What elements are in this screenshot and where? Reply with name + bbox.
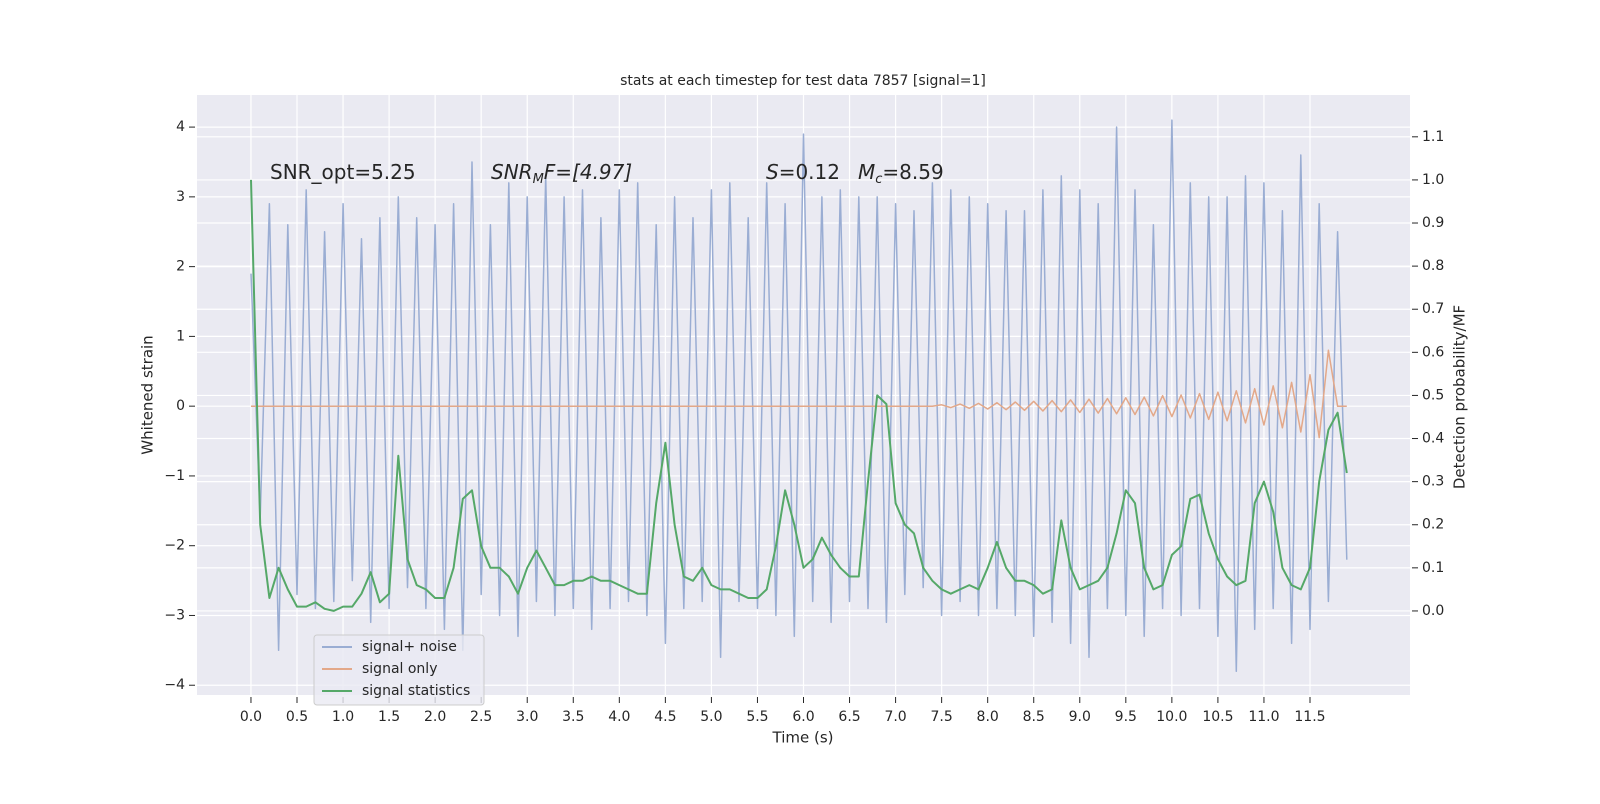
x-tick-label: 5.0: [700, 709, 722, 725]
annotation-text: =0.12: [779, 160, 840, 184]
x-tick-label: 0.0: [240, 709, 262, 725]
x-tick-label: 5.5: [746, 709, 768, 725]
y-tick-label: 2: [176, 259, 185, 275]
x-tick-label: 3.0: [516, 709, 538, 725]
annotation: SNR_opt=5.25: [270, 160, 416, 184]
y2-tick-label: 0.8: [1422, 258, 1444, 274]
y2-tick-label: 0.4: [1422, 431, 1444, 447]
x-tick-label: 11.5: [1294, 709, 1325, 725]
annotation-text: S: [766, 160, 779, 184]
legend: signal+ noise signal only signal statistic…: [313, 634, 485, 706]
annotation: S=0.12: [766, 160, 840, 184]
y2-tick-label: 1.1: [1422, 129, 1444, 145]
x-tick-label: 2.5: [470, 709, 492, 725]
legend-box: [313, 634, 485, 706]
annotation-text: F=[4.97]: [544, 160, 632, 184]
y2-tick-label: 1.0: [1422, 172, 1444, 188]
y2-tick-label: 0.7: [1422, 301, 1444, 317]
annotation: Mc=8.59: [858, 160, 944, 187]
x-tick-label: 10.0: [1156, 709, 1187, 725]
annotation: SNRMF=[4.97]: [491, 160, 632, 187]
series-group: [250, 119, 1348, 673]
chart-title: stats at each timestep for test data 785…: [620, 73, 986, 89]
y2-tick-label: 0.6: [1422, 344, 1444, 360]
y-tick-label: −1: [164, 468, 185, 484]
x-tick-label: 11.0: [1248, 709, 1279, 725]
y-tick-label: −4: [164, 677, 185, 693]
axes: 0.0 0.5 1.0 1.5 2.0 2.5 3.0 3.5 4.0 4.5 5.0 5.5 6.0 6…: [164, 119, 1444, 725]
legend-label: signal+ noise: [362, 639, 457, 655]
annotation-text: =8.59: [882, 160, 943, 184]
x-tick-label: 9.5: [1115, 709, 1137, 725]
y-axis-label: Whitened strain: [139, 335, 157, 454]
x-tick-label: 6.5: [838, 709, 860, 725]
x-tick-label: 8.0: [977, 709, 999, 725]
y-tick-label: 0: [176, 398, 185, 414]
series-line: [251, 349, 1347, 439]
x-tick-label: 1.5: [378, 709, 400, 725]
y-tick-label: 1: [176, 328, 185, 344]
x-tick-label: 7.0: [884, 709, 906, 725]
x-tick-label: 7.5: [931, 709, 953, 725]
y-tick-label: −3: [164, 607, 185, 623]
series-line: [250, 119, 1348, 673]
x-tick-label: 0.5: [286, 709, 308, 725]
legend-label: signal only: [362, 661, 437, 677]
y2-tick-label: 0.5: [1422, 387, 1444, 403]
x-tick-label: 4.5: [654, 709, 676, 725]
y2-tick-label: 0.3: [1422, 474, 1444, 490]
y-tick-label: −2: [164, 538, 185, 554]
x-tick-label: 8.5: [1023, 709, 1045, 725]
y2-tick-label: 0.9: [1422, 215, 1444, 231]
series-line: [250, 179, 1348, 612]
y2-tick-label: 0.0: [1422, 603, 1444, 619]
x-axis-label: Time (s): [772, 729, 834, 747]
y2-tick-label: 0.1: [1422, 560, 1444, 576]
annotation-subscript: c: [875, 172, 882, 187]
annotation-text: M: [858, 160, 875, 184]
x-tick-label: 3.5: [562, 709, 584, 725]
x-tick-label: 4.0: [608, 709, 630, 725]
annotation-text: SNR: [491, 160, 533, 184]
x-tick-label: 6.0: [792, 709, 814, 725]
x-tick-label: 2.0: [424, 709, 446, 725]
y2-axis-label: Detection probability/MF: [1451, 305, 1469, 489]
x-tick-label: 9.0: [1069, 709, 1091, 725]
annotation-text: SNR_opt=5.25: [270, 160, 416, 184]
y-tick-label: 3: [176, 189, 185, 205]
annotation-subscript: M: [533, 172, 544, 187]
y2-tick-label: 0.2: [1422, 517, 1444, 533]
x-tick-label: 1.0: [332, 709, 354, 725]
y-tick-label: 4: [176, 119, 185, 135]
x-tick-label: 10.5: [1202, 709, 1233, 725]
legend-label: signal statistics: [362, 683, 470, 699]
